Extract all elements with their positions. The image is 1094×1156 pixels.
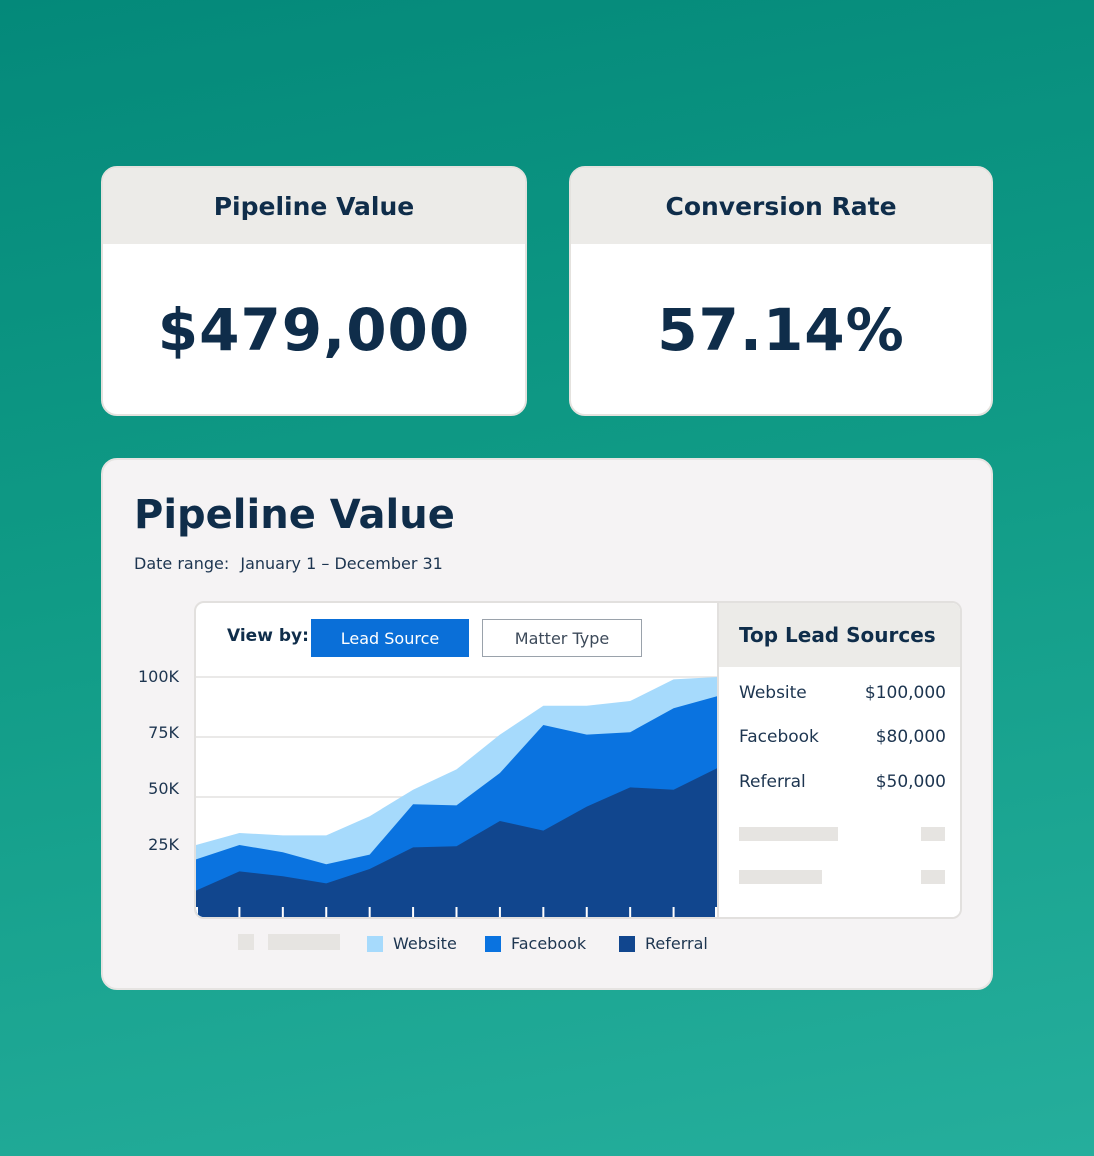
legend-swatch: [238, 934, 254, 950]
lead-source-name: Facebook: [739, 727, 819, 747]
area-chart: [196, 676, 717, 917]
top-lead-sources: Top Lead Sources Website $100,000 Facebo…: [717, 603, 960, 917]
lead-source-row: Facebook $80,000: [739, 727, 946, 747]
pipeline-value-amount: $479,000: [157, 296, 471, 364]
date-range-label: Date range:: [134, 554, 230, 573]
matter-type-toggle[interactable]: Matter Type: [482, 619, 642, 657]
legend-item-website: Website: [367, 934, 457, 953]
placeholder-bar: [268, 934, 340, 950]
conversion-rate-card-title: Conversion Rate: [571, 168, 991, 244]
lead-source-row: Referral $50,000: [739, 772, 946, 792]
y-tick-label: 50K: [148, 779, 179, 798]
lead-source-row: Website $100,000: [739, 683, 946, 703]
legend-item-referral: Referral: [619, 934, 708, 953]
placeholder-bar: [739, 870, 822, 884]
area-series-referral: [196, 768, 717, 917]
legend-swatch: [619, 935, 635, 952]
conversion-rate-amount: 57.14%: [657, 296, 905, 364]
placeholder-bar: [739, 827, 838, 841]
legend-swatch: [485, 935, 501, 952]
lead-source-name: Referral: [739, 772, 806, 792]
y-tick-label: 25K: [148, 835, 179, 854]
pipeline-value-card: Pipeline Value $479,000: [101, 166, 527, 416]
legend-label: Facebook: [511, 934, 587, 953]
pipeline-value-card-title: Pipeline Value: [103, 168, 525, 244]
top-lead-sources-title: Top Lead Sources: [719, 603, 960, 667]
lead-source-value: $50,000: [875, 772, 946, 792]
lead-source-name: Website: [739, 683, 807, 703]
placeholder-bar: [921, 870, 945, 884]
legend-label: Website: [393, 934, 457, 953]
chart-container: View by: Lead Source Matter Type Top Lea…: [194, 601, 962, 919]
legend-swatch: [367, 935, 383, 952]
pipeline-value-panel: Pipeline Value Date range: January 1 – D…: [101, 458, 993, 990]
legend-item-facebook: Facebook: [485, 934, 586, 953]
conversion-rate-card: Conversion Rate 57.14%: [569, 166, 993, 416]
panel-title: Pipeline Value: [134, 492, 455, 538]
lead-source-value: $80,000: [875, 727, 946, 747]
legend-label: Referral: [645, 934, 708, 953]
date-range-value: January 1 – December 31: [240, 554, 443, 573]
y-tick-label: 75K: [148, 723, 179, 742]
legend-placeholder: [238, 934, 340, 950]
lead-source-value: $100,000: [864, 683, 946, 703]
placeholder-bar: [921, 827, 945, 841]
date-range: Date range: January 1 – December 31: [134, 554, 443, 573]
view-by-label: View by:: [227, 626, 309, 646]
y-tick-label: 100K: [137, 667, 179, 686]
lead-source-toggle[interactable]: Lead Source: [311, 619, 469, 657]
